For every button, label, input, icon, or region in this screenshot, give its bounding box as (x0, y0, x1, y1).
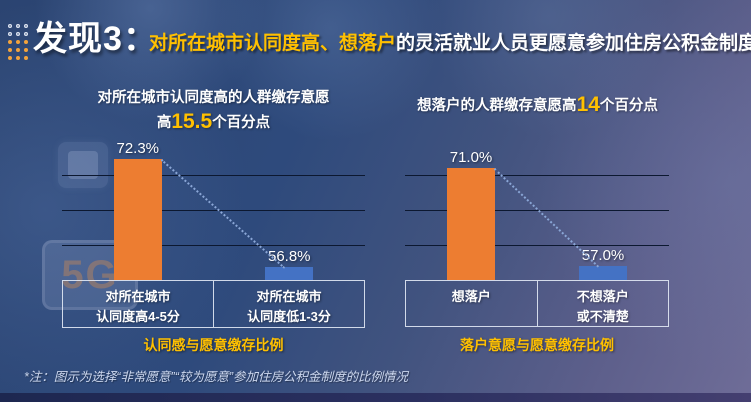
category-cell: 想落户 (451, 289, 491, 304)
plot-area-right: 71.0% 57.0% (405, 140, 669, 280)
bar-high-identity: 72.3% (113, 140, 162, 280)
gridline (62, 244, 365, 246)
gridline (405, 209, 669, 211)
chart-title-right: 落户意愿与愿意缴存比例 (460, 337, 614, 353)
gridline (62, 174, 365, 176)
bar-no-hukou: 57.0% (579, 247, 627, 280)
bar-value-label: 72.3% (116, 139, 160, 157)
subtitle-value-right: 14 (576, 93, 600, 116)
category-table-left: 对所在城市 认同度高4-5分 对所在城市 认同度低1-3分 (62, 280, 365, 328)
bottom-bar (0, 393, 751, 402)
bar-want-hukou: 71.0% (447, 149, 495, 280)
page-title: 发现3： (33, 20, 158, 58)
dot-grid-icon (8, 24, 30, 60)
headline-rest: 的灵活就业人员更愿意参加住房公积金制度 (396, 33, 751, 54)
gridline (405, 174, 669, 176)
gridline (405, 244, 669, 246)
background-chip-art (58, 142, 108, 188)
bar-value-label: 71.0% (449, 149, 493, 166)
plot-area-left: 72.3% 56.8% (62, 140, 365, 280)
footnote: *注：图示为选择“非常愿意”“较为愿意”参加住房公积金制度的比例情况 (24, 370, 409, 384)
bar-value-label: 57.0% (581, 247, 625, 264)
chart-subtitle-left: 对所在城市认同度高的人群缴存意愿 高15.5个百分点 (97, 90, 330, 133)
bar-low-identity: 56.8% (265, 248, 314, 280)
headline: 对所在城市认同度高、想落户的灵活就业人员更愿意参加住房公积金制度 (149, 28, 751, 55)
bar-value-label: 56.8% (267, 248, 311, 266)
category-cell: 不想落户 或不清楚 (536, 281, 669, 326)
headline-highlight: 对所在城市认同度高、想落户 (149, 33, 397, 54)
category-cell: 对所在城市 认同度低1-3分 (213, 281, 364, 327)
chart-title-left: 认同感与愿意缴存比例 (143, 337, 284, 353)
subtitle-value-left: 15.5 (171, 110, 213, 133)
category-table-right: 想落户 不想落户 或不清楚 (405, 280, 669, 327)
chart-subtitle-right: 想落户的人群缴存意愿高14个百分点 (417, 93, 658, 116)
category-cell: 对所在城市 认同度高4-5分 (96, 289, 180, 324)
gridline (62, 209, 365, 211)
